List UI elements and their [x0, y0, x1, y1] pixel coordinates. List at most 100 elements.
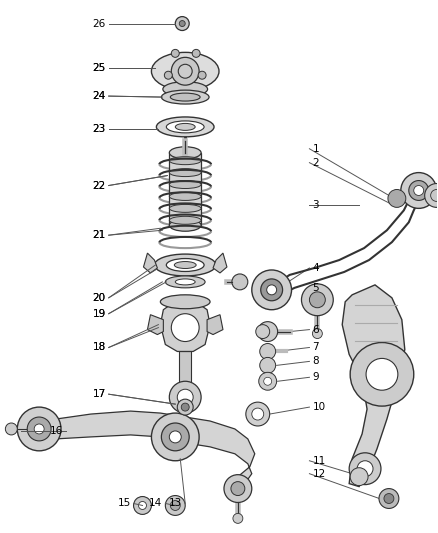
- Ellipse shape: [170, 204, 201, 212]
- Text: 24: 24: [92, 91, 106, 101]
- Polygon shape: [160, 305, 210, 351]
- Circle shape: [309, 292, 325, 308]
- Text: 12: 12: [312, 469, 326, 479]
- Text: 25: 25: [92, 63, 106, 73]
- Text: 7: 7: [312, 343, 319, 352]
- Ellipse shape: [170, 216, 201, 224]
- Ellipse shape: [161, 90, 209, 104]
- Text: 23: 23: [92, 124, 106, 134]
- Circle shape: [165, 496, 185, 515]
- Ellipse shape: [170, 147, 201, 159]
- Circle shape: [252, 270, 292, 310]
- Polygon shape: [56, 411, 255, 489]
- Circle shape: [175, 17, 189, 30]
- Bar: [170, 153, 201, 225]
- Text: 9: 9: [312, 372, 319, 382]
- Text: 21: 21: [92, 230, 106, 240]
- Bar: [179, 351, 191, 391]
- Text: 24: 24: [92, 91, 106, 101]
- Circle shape: [192, 50, 200, 58]
- Circle shape: [267, 285, 277, 295]
- Circle shape: [170, 431, 181, 443]
- Circle shape: [27, 417, 51, 441]
- Ellipse shape: [156, 117, 214, 137]
- Circle shape: [261, 279, 283, 301]
- Ellipse shape: [175, 124, 195, 131]
- Text: 23: 23: [92, 124, 106, 134]
- Ellipse shape: [152, 52, 219, 90]
- Circle shape: [138, 502, 146, 510]
- Text: 16: 16: [50, 426, 63, 436]
- Ellipse shape: [175, 279, 195, 285]
- Circle shape: [170, 500, 180, 511]
- Text: 5: 5: [312, 283, 319, 293]
- Ellipse shape: [166, 121, 204, 133]
- Ellipse shape: [170, 93, 200, 101]
- Polygon shape: [148, 314, 163, 335]
- Circle shape: [264, 377, 272, 385]
- Circle shape: [178, 64, 192, 78]
- Circle shape: [161, 423, 189, 451]
- Text: 25: 25: [92, 63, 106, 73]
- Text: 10: 10: [312, 402, 325, 412]
- Circle shape: [17, 407, 61, 451]
- Ellipse shape: [170, 192, 201, 200]
- Circle shape: [198, 71, 206, 79]
- Circle shape: [379, 489, 399, 508]
- Ellipse shape: [166, 259, 204, 271]
- Text: 14: 14: [149, 498, 162, 508]
- Ellipse shape: [170, 168, 201, 176]
- Polygon shape: [213, 253, 227, 273]
- Circle shape: [179, 21, 185, 27]
- Ellipse shape: [170, 181, 201, 189]
- Circle shape: [164, 71, 172, 79]
- Circle shape: [301, 284, 333, 316]
- Text: 17: 17: [92, 389, 106, 399]
- Text: 26: 26: [92, 19, 106, 29]
- Circle shape: [152, 413, 199, 461]
- Circle shape: [258, 321, 278, 342]
- Circle shape: [171, 50, 179, 58]
- Circle shape: [246, 402, 270, 426]
- Ellipse shape: [174, 262, 196, 269]
- Ellipse shape: [163, 82, 208, 96]
- Text: 6: 6: [312, 325, 319, 335]
- Circle shape: [170, 381, 201, 413]
- Circle shape: [171, 58, 199, 85]
- Circle shape: [431, 190, 438, 201]
- Text: 19: 19: [92, 309, 106, 319]
- Text: 17: 17: [92, 389, 106, 399]
- Ellipse shape: [170, 219, 201, 231]
- Circle shape: [134, 497, 152, 514]
- Text: 22: 22: [92, 181, 106, 190]
- Circle shape: [357, 461, 373, 477]
- Circle shape: [259, 373, 277, 390]
- Circle shape: [177, 399, 193, 415]
- Circle shape: [260, 343, 276, 359]
- Text: 18: 18: [92, 343, 106, 352]
- Circle shape: [231, 482, 245, 496]
- Text: 11: 11: [312, 456, 326, 466]
- Ellipse shape: [160, 295, 210, 309]
- Circle shape: [388, 190, 406, 207]
- Text: 1: 1: [312, 144, 319, 154]
- Circle shape: [232, 274, 248, 290]
- Text: 21: 21: [92, 230, 106, 240]
- Text: 2: 2: [312, 158, 319, 168]
- Text: 13: 13: [169, 498, 182, 508]
- Text: 4: 4: [312, 263, 319, 273]
- Circle shape: [409, 181, 429, 200]
- Circle shape: [34, 424, 44, 434]
- Circle shape: [425, 183, 438, 207]
- Ellipse shape: [170, 157, 201, 165]
- Polygon shape: [144, 253, 157, 273]
- Text: 20: 20: [92, 293, 106, 303]
- Circle shape: [350, 343, 414, 406]
- Circle shape: [233, 513, 243, 523]
- Text: 22: 22: [92, 181, 106, 190]
- Polygon shape: [207, 314, 223, 335]
- Circle shape: [171, 314, 199, 342]
- Ellipse shape: [155, 254, 216, 276]
- Ellipse shape: [165, 276, 205, 288]
- Circle shape: [312, 329, 322, 338]
